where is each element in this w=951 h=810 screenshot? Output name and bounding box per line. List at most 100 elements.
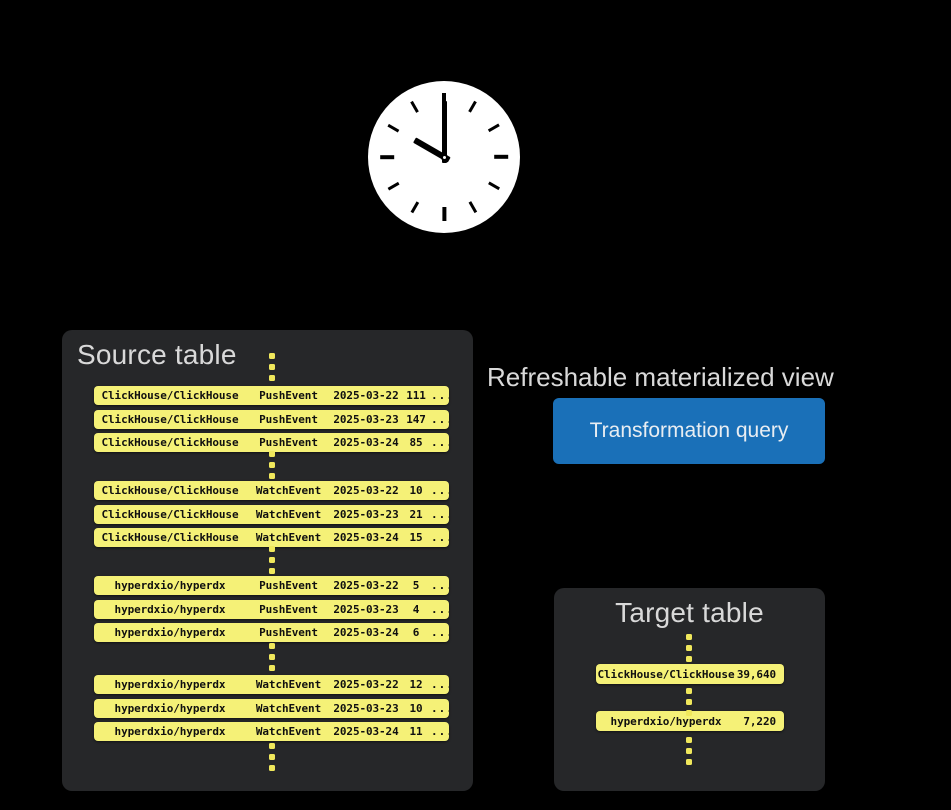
source-cell-count: 10 — [409, 484, 423, 497]
source-cell-date: 2025-03-24 — [333, 531, 399, 544]
source-cell-event: PushEvent — [259, 389, 318, 402]
source-cell-date: 2025-03-22 — [333, 389, 399, 402]
source-cell-repo: ClickHouse/ClickHouse — [101, 412, 239, 426]
ellipsis-dot — [269, 665, 275, 671]
target-cell-repo: hyperdxio/hyperdx — [610, 714, 722, 728]
clock-icon — [368, 81, 520, 233]
ellipsis-dot — [686, 737, 692, 743]
source-cell-event: PushEvent — [259, 412, 318, 426]
source-cell-count: 12 — [409, 678, 423, 691]
source-cell-event: WatchEvent — [255, 507, 322, 521]
source-cell-count: 15 — [409, 531, 423, 544]
source-cell-count: 4 — [412, 602, 420, 616]
source-cell-date: 2025-03-22 — [333, 678, 399, 691]
ellipsis-dot — [269, 353, 275, 359]
source-table-row: ClickHouse/ClickHouse PushEvent 2025-03-22… — [94, 386, 449, 405]
source-cell-event: PushEvent — [259, 626, 318, 639]
source-cell-date: 2025-03-24 — [333, 626, 399, 639]
clock-minute-hand — [441, 101, 447, 163]
clock-tick — [380, 154, 395, 160]
target-cell-value: 7,220 — [743, 714, 776, 728]
source-cell-event: PushEvent — [259, 579, 318, 592]
source-ellipsis-2 — [269, 546, 275, 574]
source-cell-repo: hyperdxio/hyperdx — [114, 725, 226, 738]
source-table-row: hyperdxio/hyperdx WatchEvent 2025-03-24 11.… — [94, 722, 449, 741]
source-cell-count: 147 — [406, 412, 426, 426]
source-table-row: hyperdxio/hyperdx WatchEvent 2025-03-23 10.… — [94, 698, 449, 718]
source-cell-event: WatchEvent — [255, 725, 322, 738]
source-cell-repo: hyperdxio/hyperdx — [114, 579, 226, 592]
ellipsis-dot — [269, 754, 275, 760]
source-ellipsis-3 — [269, 643, 275, 671]
source-ellipsis-1 — [269, 451, 275, 479]
target-table-row: ClickHouse/ClickHouse 39,640 — [596, 664, 784, 684]
source-table-row: ClickHouse/ClickHouse WatchEvent 2025-03-2… — [94, 528, 449, 547]
source-cell-event: WatchEvent — [255, 678, 322, 691]
target-table-title: Target table — [615, 597, 764, 628]
source-cell-date: 2025-03-23 — [333, 701, 399, 715]
source-cell-repo: ClickHouse/ClickHouse — [101, 531, 239, 544]
source-table-row: ClickHouse/ClickHouse WatchEvent 2025-03-2… — [94, 481, 449, 500]
ellipsis-dot — [686, 645, 692, 651]
source-cell-date: 2025-03-22 — [333, 484, 399, 497]
ellipsis-dot — [686, 656, 692, 662]
ellipsis-dot — [269, 743, 275, 749]
ellipsis-dot — [686, 748, 692, 754]
source-cell-event: WatchEvent — [255, 531, 322, 544]
source-cell-repo: ClickHouse/ClickHouse — [101, 389, 239, 402]
ellipsis-dot — [269, 546, 275, 552]
source-table-row: ClickHouse/ClickHouse PushEvent 2025-03-23… — [94, 409, 449, 429]
source-cell-more: ... — [431, 484, 449, 497]
source-table-row: hyperdxio/hyperdx PushEvent 2025-03-24 6... — [94, 623, 449, 642]
source-table-panel: Source table ClickHouse/ClickHouse PushEv… — [62, 330, 473, 791]
ellipsis-dot — [686, 759, 692, 765]
target-table-panel: Target table ClickHouse/ClickHouse 39,640… — [554, 588, 825, 791]
ellipsis-dot — [269, 473, 275, 479]
source-cell-more: ... — [431, 626, 449, 639]
source-cell-count: 11 — [409, 725, 423, 738]
source-ellipsis-top — [269, 353, 275, 381]
source-cell-more: ... — [431, 507, 449, 521]
source-cell-more: ... — [431, 602, 449, 616]
source-cell-repo: hyperdxio/hyperdx — [114, 678, 226, 691]
source-table-row: ClickHouse/ClickHouse PushEvent 2025-03-24… — [94, 433, 449, 452]
ellipsis-dot — [686, 710, 692, 716]
source-cell-count: 10 — [409, 701, 423, 715]
source-cell-more: ... — [431, 579, 449, 592]
ellipsis-dot — [269, 557, 275, 563]
source-cell-event: WatchEvent — [255, 484, 322, 497]
ellipsis-dot — [269, 375, 275, 381]
ellipsis-dot — [269, 451, 275, 457]
target-ellipsis-mid — [686, 688, 692, 716]
transformation-query-label: Transformation query — [589, 419, 789, 442]
source-table-row: hyperdxio/hyperdx WatchEvent 2025-03-22 12.… — [94, 675, 449, 694]
source-cell-repo: hyperdxio/hyperdx — [114, 701, 226, 715]
ellipsis-dot — [686, 688, 692, 694]
transformation-query-box[interactable]: Transformation query — [553, 398, 825, 464]
source-cell-more: ... — [431, 412, 449, 426]
source-cell-more: ... — [431, 389, 449, 402]
ellipsis-dot — [269, 364, 275, 370]
refreshable-materialized-view-label: Refreshable materialized view — [487, 362, 834, 392]
source-cell-event: WatchEvent — [255, 701, 322, 715]
source-cell-repo: hyperdxio/hyperdx — [114, 626, 226, 639]
source-cell-more: ... — [431, 678, 449, 691]
source-cell-date: 2025-03-23 — [333, 412, 399, 426]
source-cell-repo: ClickHouse/ClickHouse — [101, 436, 239, 449]
source-cell-count: 85 — [409, 436, 423, 449]
target-cell-value: 39,640 — [736, 667, 776, 681]
ellipsis-dot — [686, 634, 692, 640]
source-cell-repo: ClickHouse/ClickHouse — [101, 484, 239, 497]
source-cell-date: 2025-03-24 — [333, 436, 399, 449]
source-cell-count: 5 — [412, 579, 420, 592]
source-cell-count: 21 — [409, 507, 423, 521]
clock-tick — [441, 207, 447, 221]
source-cell-more: ... — [431, 436, 449, 449]
source-table-row: ClickHouse/ClickHouse WatchEvent 2025-03-2… — [94, 504, 449, 524]
ellipsis-dot — [269, 654, 275, 660]
source-cell-date: 2025-03-23 — [333, 507, 399, 521]
source-cell-count: 6 — [412, 626, 420, 639]
clock-tick — [494, 154, 509, 160]
source-cell-count: 111 — [406, 389, 426, 402]
source-cell-date: 2025-03-22 — [333, 579, 399, 592]
